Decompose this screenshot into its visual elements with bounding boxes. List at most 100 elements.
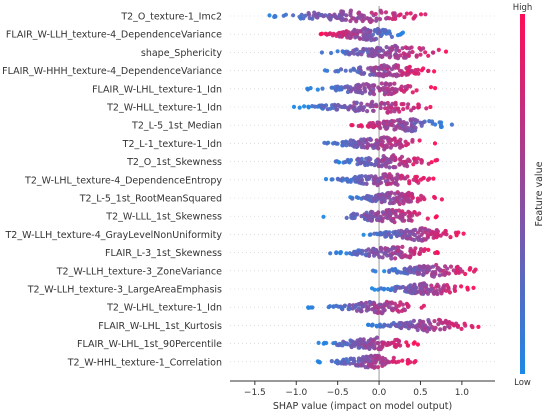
shap-point bbox=[405, 320, 410, 325]
shap-point bbox=[410, 90, 415, 95]
shap-point bbox=[367, 300, 372, 305]
shap-point bbox=[397, 125, 402, 130]
shap-point bbox=[369, 213, 374, 219]
feature-label: FLAIR_W-LLH_texture-4_DependenceVariance bbox=[6, 30, 222, 41]
shap-point bbox=[379, 81, 384, 86]
shap-point bbox=[297, 14, 302, 19]
shap-point bbox=[404, 340, 409, 345]
shap-point bbox=[330, 85, 335, 90]
shap-point bbox=[370, 103, 375, 108]
shap-point bbox=[342, 85, 347, 90]
shap-point bbox=[377, 302, 382, 307]
shap-point bbox=[400, 46, 405, 51]
shap-point bbox=[348, 8, 353, 13]
shap-point bbox=[407, 232, 412, 237]
shap-point bbox=[383, 234, 388, 239]
shap-point bbox=[343, 68, 348, 73]
shap-point bbox=[430, 50, 436, 55]
feature-label: T2_W-LLH_texture-4_GrayLevelNonUniformit… bbox=[4, 230, 222, 241]
shap-point bbox=[366, 84, 371, 89]
shap-point bbox=[404, 11, 409, 16]
shap-point bbox=[357, 108, 362, 113]
shap-point bbox=[384, 64, 390, 69]
shap-point bbox=[332, 13, 337, 18]
shap-point bbox=[380, 143, 385, 148]
shap-point bbox=[414, 160, 419, 165]
shap-point bbox=[408, 117, 413, 122]
shap-point bbox=[403, 139, 408, 144]
feature-label: T2_W-HHL_texture-1_Correlation bbox=[67, 357, 222, 368]
shap-point bbox=[337, 30, 342, 35]
shap-point bbox=[390, 246, 395, 251]
shap-point bbox=[400, 160, 406, 165]
shap-point bbox=[357, 174, 362, 179]
shap-point bbox=[388, 53, 393, 59]
shap-point bbox=[367, 194, 372, 199]
shap-point bbox=[369, 10, 374, 15]
shap-point bbox=[424, 265, 429, 270]
shap-point bbox=[391, 230, 396, 235]
shap-point bbox=[398, 145, 403, 150]
shap-point bbox=[378, 246, 383, 251]
shap-point bbox=[312, 104, 317, 109]
shap-point bbox=[373, 360, 378, 365]
shap-point bbox=[375, 340, 380, 346]
shap-point bbox=[390, 251, 395, 256]
shap-point bbox=[426, 68, 431, 73]
shap-point bbox=[357, 36, 363, 41]
shap-point bbox=[364, 160, 369, 165]
shap-point bbox=[440, 320, 445, 325]
shap-point bbox=[421, 269, 426, 274]
shap-point bbox=[362, 33, 368, 38]
shap-point bbox=[348, 178, 353, 183]
shap-point bbox=[382, 28, 387, 33]
shap-point bbox=[383, 91, 388, 96]
shap-point bbox=[291, 104, 297, 109]
shap-point bbox=[387, 208, 392, 213]
shap-point bbox=[423, 12, 428, 17]
shap-point bbox=[436, 265, 441, 271]
shap-point bbox=[338, 67, 344, 72]
shap-point bbox=[396, 359, 401, 364]
shap-point bbox=[414, 88, 419, 93]
shap-point bbox=[376, 354, 381, 359]
shap-point bbox=[408, 266, 413, 271]
shap-point bbox=[389, 256, 394, 261]
shap-point bbox=[368, 35, 373, 40]
shap-point bbox=[369, 353, 374, 358]
shap-point bbox=[386, 247, 391, 252]
shap-point bbox=[426, 318, 431, 323]
shap-point bbox=[326, 15, 331, 20]
shap-point bbox=[337, 34, 342, 39]
shap-point bbox=[433, 122, 438, 127]
shap-point bbox=[389, 91, 394, 97]
shap-point bbox=[393, 211, 398, 217]
shap-point bbox=[334, 342, 340, 347]
shap-point bbox=[310, 16, 315, 21]
shap-point bbox=[384, 31, 389, 36]
shap-point bbox=[372, 163, 377, 168]
shap-point bbox=[403, 45, 408, 50]
shap-point bbox=[393, 140, 398, 145]
shap-point bbox=[273, 14, 278, 19]
feature-label: FLAIR_W-LHL_texture-1_Idn bbox=[92, 84, 222, 95]
shap-point bbox=[351, 16, 356, 21]
shap-point bbox=[476, 324, 481, 329]
shap-point bbox=[343, 51, 348, 56]
shap-point bbox=[373, 65, 378, 70]
shap-point bbox=[352, 106, 357, 111]
shap-point bbox=[397, 140, 403, 145]
shap-point bbox=[331, 341, 336, 346]
shap-point bbox=[359, 300, 364, 306]
shap-point bbox=[364, 177, 370, 182]
shap-point bbox=[426, 161, 431, 166]
shap-point bbox=[444, 288, 449, 293]
shap-point bbox=[455, 323, 461, 328]
shap-point bbox=[379, 100, 384, 105]
shap-point bbox=[378, 324, 383, 329]
colorbar: High Low Feature value bbox=[513, 3, 545, 388]
shap-point bbox=[412, 71, 417, 76]
shap-point bbox=[359, 52, 364, 57]
shap-point bbox=[333, 159, 338, 164]
shap-point bbox=[409, 123, 414, 128]
